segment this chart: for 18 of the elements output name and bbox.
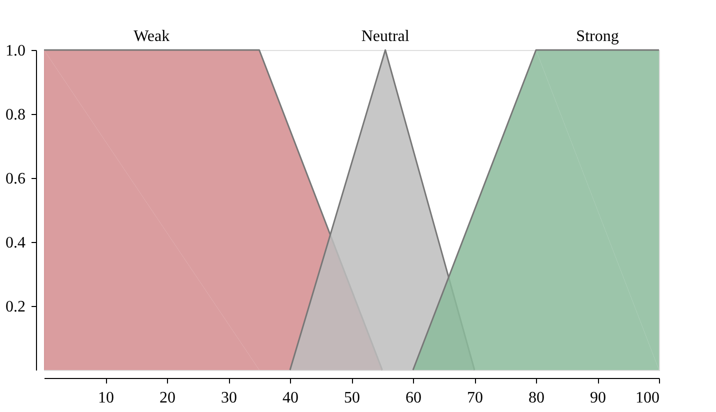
y-tick-label: 1.0 — [6, 42, 26, 60]
x-tick-label: 100 — [636, 390, 660, 406]
series-label: Neutral — [361, 28, 410, 45]
y-tick-label: 0.4 — [6, 234, 26, 252]
x-tick-label: 20 — [160, 390, 176, 406]
x-tick-label: 30 — [221, 390, 237, 406]
x-tick-label: 40 — [282, 390, 298, 406]
y-tick-label: 0.8 — [6, 106, 26, 124]
x-tick-label: 50 — [344, 390, 360, 406]
x-tick-label: 10 — [98, 390, 114, 406]
series-label: Weak — [134, 28, 170, 45]
x-tick-label: 60 — [406, 390, 422, 406]
y-tick-label: 0.2 — [6, 298, 26, 316]
x-tick-label: 90 — [590, 390, 606, 406]
series-label: Strong — [576, 28, 619, 45]
x-tick-label: 70 — [467, 390, 483, 406]
x-tick-label: 80 — [528, 390, 544, 406]
y-tick-label: 0.6 — [6, 170, 26, 188]
